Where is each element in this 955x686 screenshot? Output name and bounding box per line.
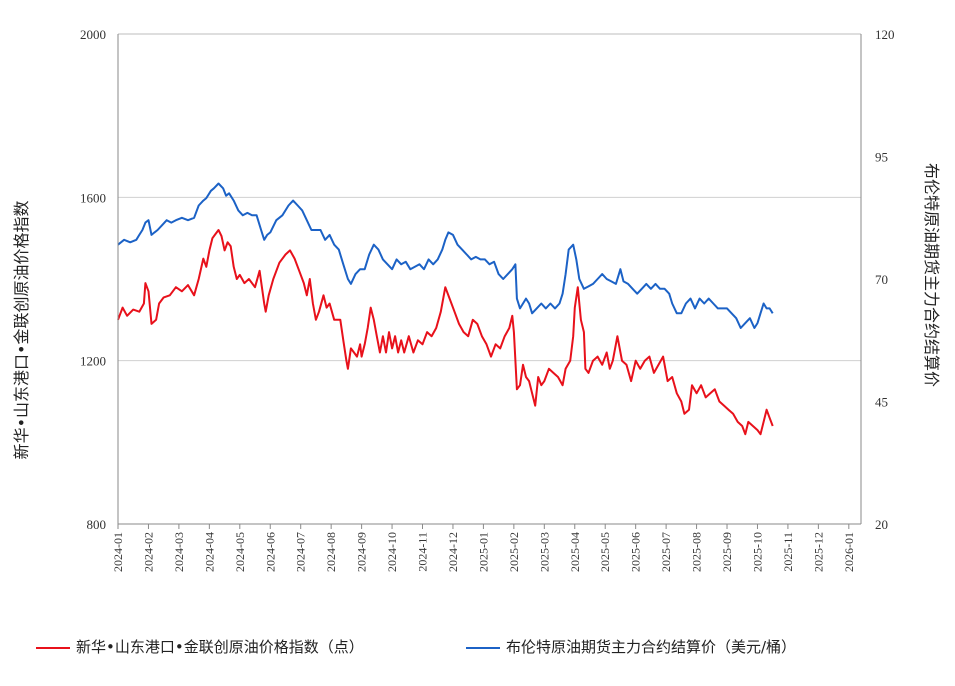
- x-tick-label: 2026-01: [842, 532, 856, 572]
- legend-label-xinhua-index: 新华•山东港口•金联创原油价格指数（点）: [76, 638, 364, 656]
- x-tick-label: 2024-02: [141, 532, 155, 572]
- x-tick-label: 2024-03: [172, 532, 186, 572]
- left-tick-label: 1600: [80, 190, 106, 205]
- legend-swatch-blue: [466, 646, 500, 649]
- right-axis-title: 布伦特原油期货主力合约结算价: [922, 163, 941, 387]
- right-tick-label: 70: [875, 272, 888, 287]
- legend-swatch-red: [36, 646, 70, 649]
- x-tick-label: 2024-11: [416, 532, 430, 572]
- left-axis-title: 新华•山东港口•金联创原油价格指数: [12, 201, 31, 460]
- x-tick-label: 2024-04: [202, 532, 216, 572]
- left-tick-label: 1200: [80, 354, 106, 369]
- right-tick-label: 120: [875, 27, 895, 42]
- gridlines: [118, 196, 861, 362]
- x-tick-label: 2024-07: [294, 532, 308, 572]
- axes: 800 1200 1600 2000 20 45 70 95 120 2024-01 2024-02…: [80, 27, 895, 572]
- legend-label-brent: 布伦特原油期货主力合约结算价（美元/桶）: [506, 638, 797, 656]
- x-tick-label: 2025-05: [598, 532, 612, 572]
- legend-item-xinhua-index: 新华•山东港口•金联创原油价格指数（点）: [36, 636, 364, 657]
- right-tick-label: 45: [875, 395, 888, 410]
- left-tick-label: 800: [87, 517, 107, 532]
- legend-item-brent: 布伦特原油期货主力合约结算价（美元/桶）: [466, 636, 796, 657]
- x-tick-label: 2025-10: [750, 532, 764, 572]
- x-tick-label: 2025-06: [629, 532, 643, 572]
- x-tick-label: 2024-12: [446, 532, 460, 572]
- x-tick-label: 2024-01: [111, 532, 125, 572]
- x-tick-label: 2024-05: [233, 532, 247, 572]
- x-tick-label: 2025-07: [659, 532, 673, 572]
- series-layer: [117, 182, 774, 436]
- x-tick-label: 2025-11: [781, 532, 795, 572]
- x-tick-label: 2025-04: [568, 532, 582, 572]
- x-tick-label: 2024-06: [263, 532, 277, 572]
- series-line-xinhua-index: [117, 229, 774, 436]
- x-tick-label: 2025-03: [537, 532, 551, 572]
- x-tick-label: 2025-09: [720, 532, 734, 572]
- x-tick-label: 2025-01: [476, 532, 490, 572]
- right-tick-label: 95: [875, 150, 888, 165]
- x-tick-label: 2025-02: [507, 532, 521, 572]
- x-tick-label: 2024-08: [324, 532, 338, 572]
- x-tick-label: 2024-09: [355, 532, 369, 572]
- left-tick-label: 2000: [80, 27, 106, 42]
- x-tick-label: 2024-10: [385, 532, 399, 572]
- right-tick-label: 20: [875, 517, 888, 532]
- series-line-brent: [117, 182, 774, 329]
- x-tick-label: 2025-08: [690, 532, 704, 572]
- x-tick-label: 2025-12: [811, 532, 825, 572]
